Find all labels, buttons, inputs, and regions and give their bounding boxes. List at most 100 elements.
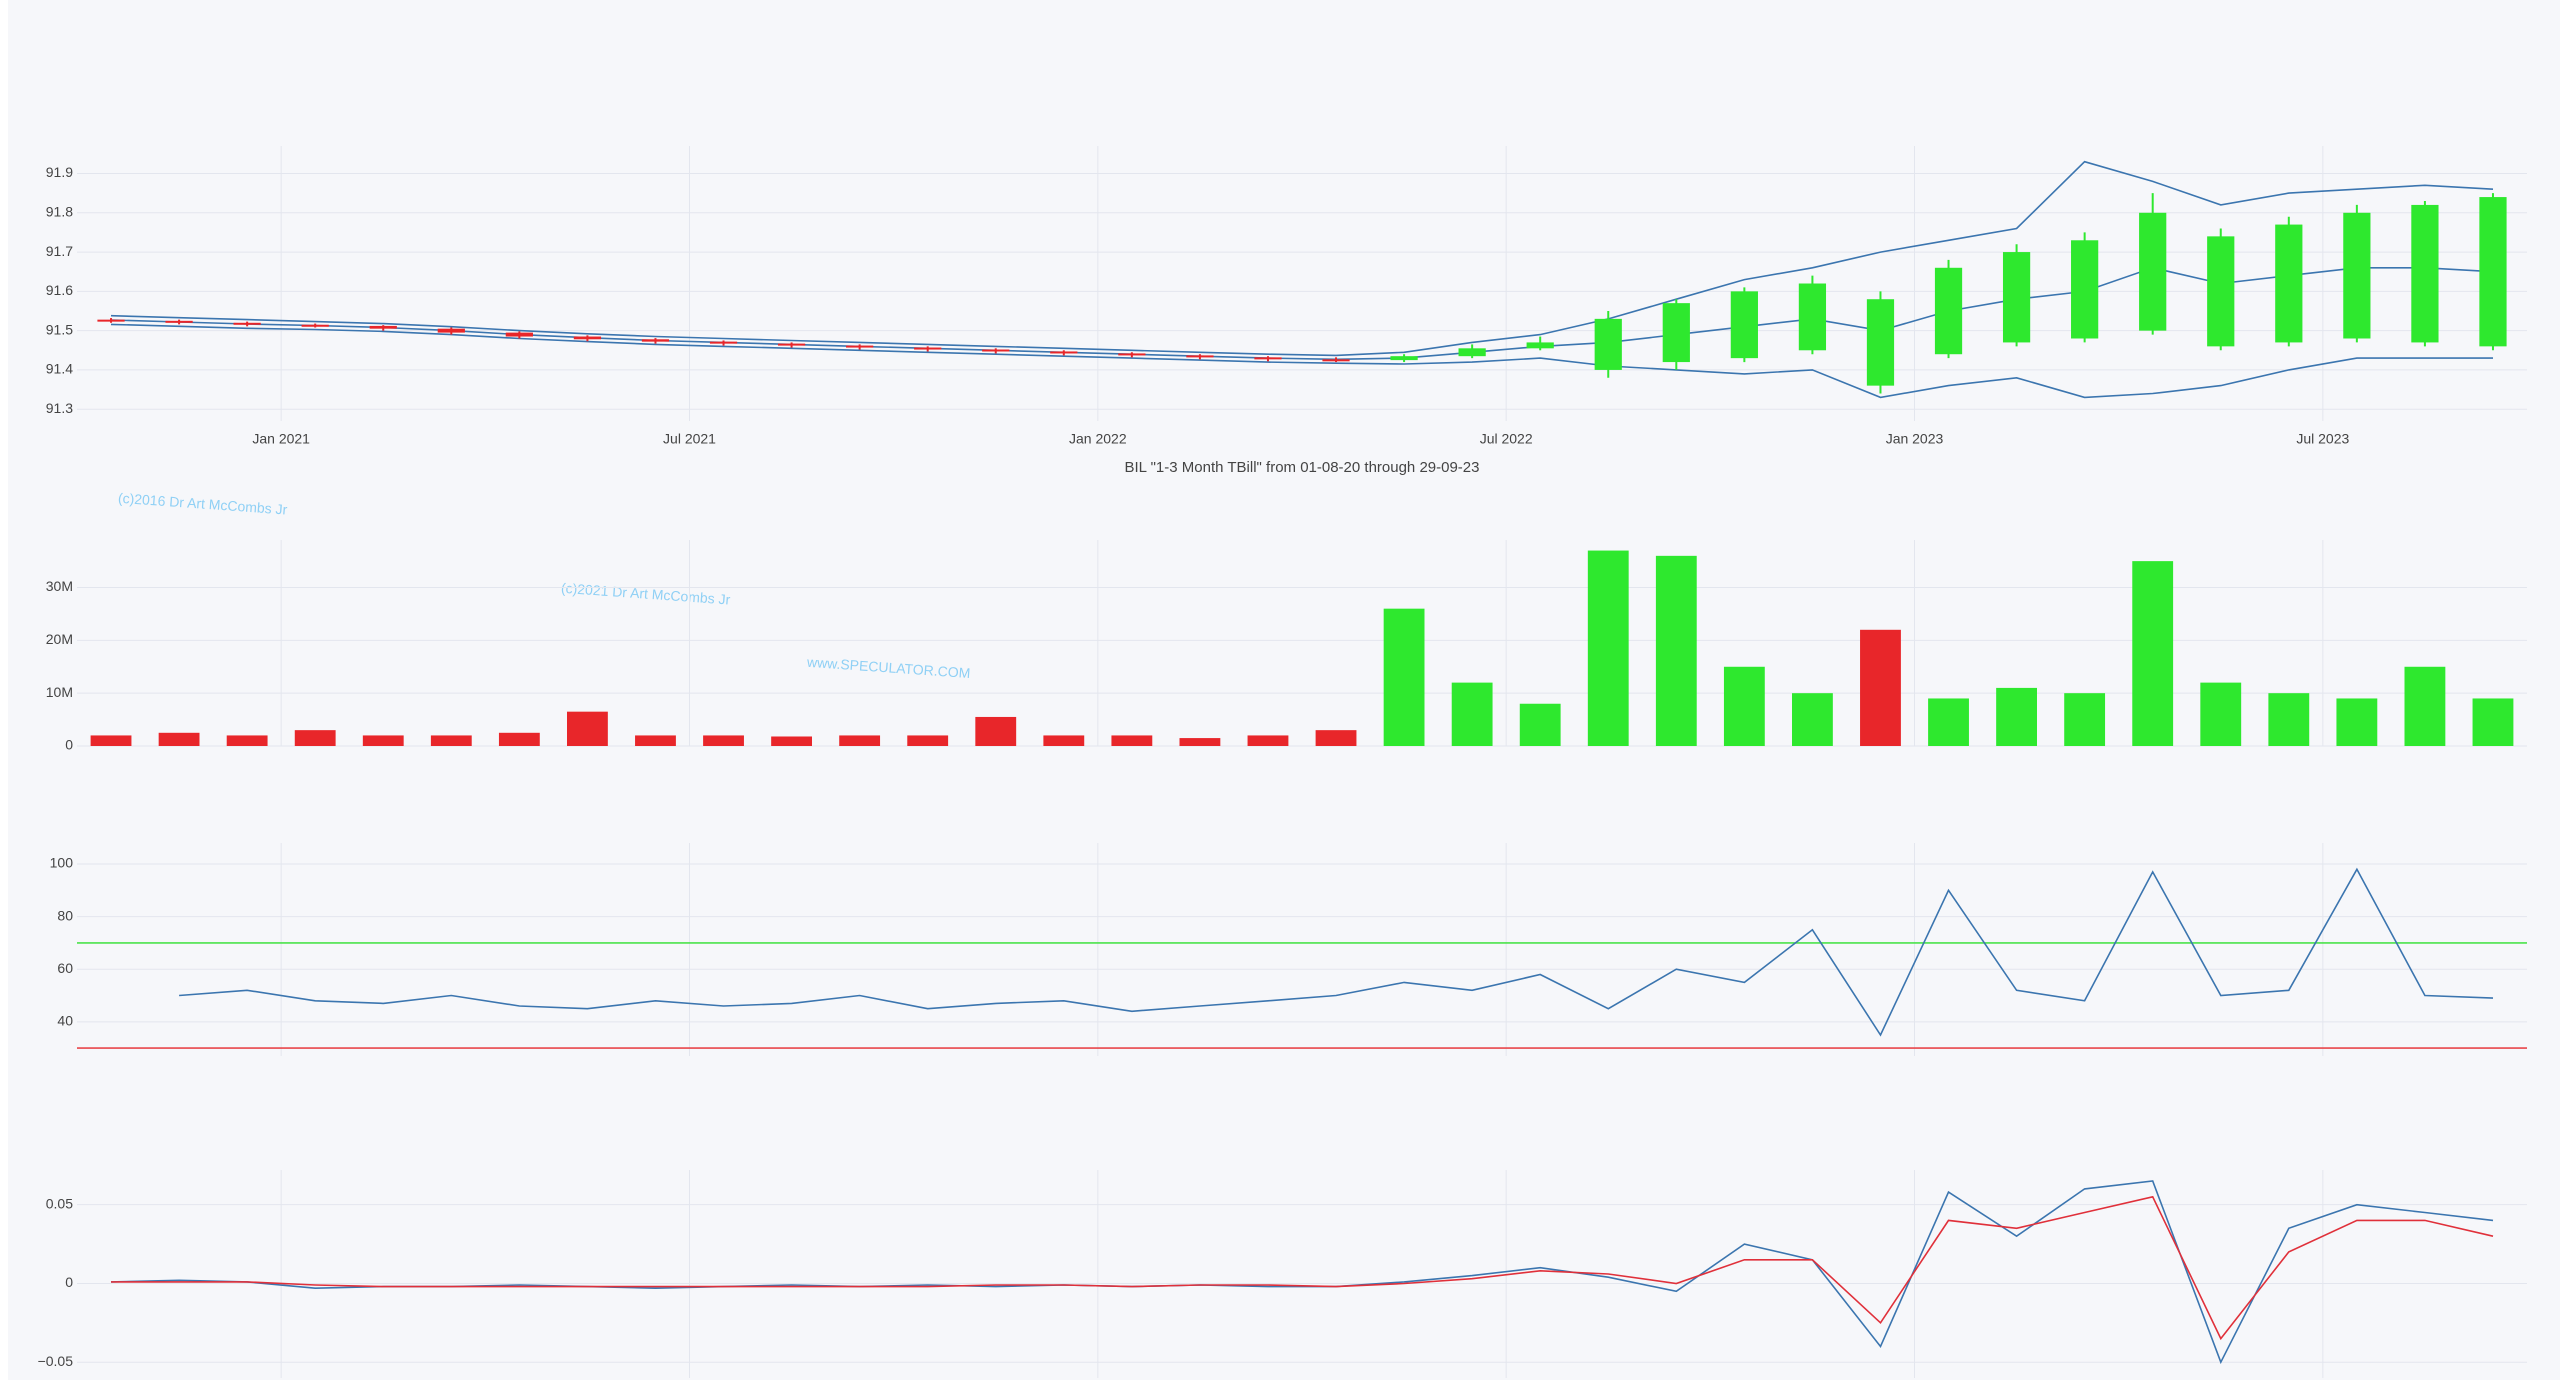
y-tick-label: 60	[57, 960, 73, 976]
volume-bar	[1723, 666, 1765, 746]
volume-bar	[703, 735, 744, 746]
volume-bar	[2064, 693, 2106, 746]
y-tick-label: 91.3	[46, 400, 73, 416]
y-tick-label: 0	[65, 737, 73, 753]
volume-bar	[1587, 550, 1629, 746]
volume-bar	[635, 735, 676, 746]
candle-body	[982, 349, 1010, 352]
volume-bar	[1451, 682, 1493, 746]
candle-body	[2139, 212, 2167, 331]
y-tick-label: 91.9	[46, 164, 73, 180]
candle-body	[1730, 291, 1758, 359]
y-tick-label: 80	[57, 907, 73, 923]
chart-title: BIL "1-3 Month TBill" from 01-08-20 thro…	[1124, 459, 1479, 476]
volume-bar	[1111, 735, 1153, 746]
candle-body	[573, 336, 602, 340]
volume-bar	[1315, 730, 1357, 746]
volume-bar	[2404, 666, 2446, 746]
candle-body	[2207, 236, 2235, 347]
indicator-line	[179, 867, 2494, 1037]
volume-bar	[1996, 687, 2037, 746]
volume-bar	[1655, 555, 1697, 746]
volume-bar	[294, 730, 336, 746]
y-tick-label: 20M	[46, 631, 73, 647]
candle-body	[2071, 240, 2099, 339]
candle-body	[369, 325, 397, 329]
volume-bar	[1043, 735, 1085, 746]
volume-bar	[1860, 629, 1901, 746]
volume-bar	[1383, 608, 1425, 746]
candle-body	[233, 322, 261, 325]
y-tick-label: −0.05	[38, 1353, 74, 1369]
candle-body	[1934, 267, 1963, 355]
volume-bar	[90, 735, 132, 746]
y-tick-label: 91.8	[46, 203, 73, 219]
candle-body	[1390, 356, 1418, 361]
y-tick-label: 91.7	[46, 243, 73, 259]
volume-bar	[498, 732, 540, 746]
candle-body	[437, 328, 465, 333]
volume-bar	[430, 735, 472, 746]
background	[8, 0, 2560, 1380]
volume-bar	[2336, 698, 2378, 746]
volume-bar	[907, 735, 949, 746]
candle-body	[709, 341, 738, 344]
volume-bar	[2472, 698, 2514, 746]
candle-body	[505, 332, 533, 337]
bollinger-band	[110, 323, 2493, 399]
volume-bar	[1179, 738, 1221, 746]
volume-bar	[2268, 693, 2310, 746]
y-tick-label: 40	[57, 1013, 73, 1029]
candle-body	[1186, 355, 1214, 358]
x-tick-label: Jul 2023	[2296, 431, 2349, 447]
candle-body	[777, 343, 806, 346]
candle-body	[1594, 318, 1622, 370]
candle-body	[1662, 303, 1690, 363]
y-tick-label: 91.6	[46, 282, 73, 298]
volume-bar	[158, 732, 200, 746]
x-tick-label: Jan 2021	[252, 431, 310, 447]
volume-bar	[2200, 682, 2242, 746]
candle-body	[97, 319, 125, 322]
volume-bar	[2132, 561, 2174, 746]
volume-bar	[771, 736, 812, 746]
candle-body	[1322, 359, 1350, 362]
candle-body	[1050, 351, 1078, 354]
y-tick-label: 10M	[46, 684, 73, 700]
x-tick-label: Jan 2022	[1069, 431, 1127, 447]
indicator-line	[111, 1195, 2494, 1341]
volume-bar	[839, 735, 881, 746]
x-tick-label: Jul 2021	[663, 431, 716, 447]
volume-bar	[1792, 693, 1833, 746]
x-tick-label: Jul 2022	[1480, 431, 1533, 447]
candle-body	[1798, 283, 1827, 351]
candle-body	[2479, 197, 2507, 347]
y-tick-label: 91.4	[46, 361, 73, 377]
y-tick-label: 91.5	[46, 321, 73, 337]
candle-body	[2002, 252, 2031, 343]
volume-bar	[567, 711, 608, 746]
candle-body	[2275, 224, 2303, 343]
candle-body	[846, 345, 874, 348]
candle-body	[914, 347, 942, 350]
y-tick-label: 30M	[46, 578, 73, 594]
volume-bar	[1519, 703, 1561, 746]
candle-body	[1866, 299, 1895, 386]
candle-body	[641, 339, 670, 342]
candle-body	[2411, 204, 2439, 343]
volume-bar	[226, 735, 268, 746]
candle-body	[1526, 342, 1554, 349]
volume-bar	[1247, 735, 1289, 746]
x-tick-label: Jan 2023	[1886, 431, 1944, 447]
candle-body	[1254, 357, 1282, 360]
candle-body	[1458, 348, 1486, 357]
volume-bar	[975, 716, 1017, 746]
y-tick-label: 0	[65, 1274, 73, 1290]
candle-body	[165, 320, 193, 323]
y-tick-label: 0.05	[46, 1195, 73, 1211]
volume-bar	[1928, 698, 1969, 746]
bollinger-band	[110, 160, 2494, 357]
volume-bar	[362, 735, 404, 746]
